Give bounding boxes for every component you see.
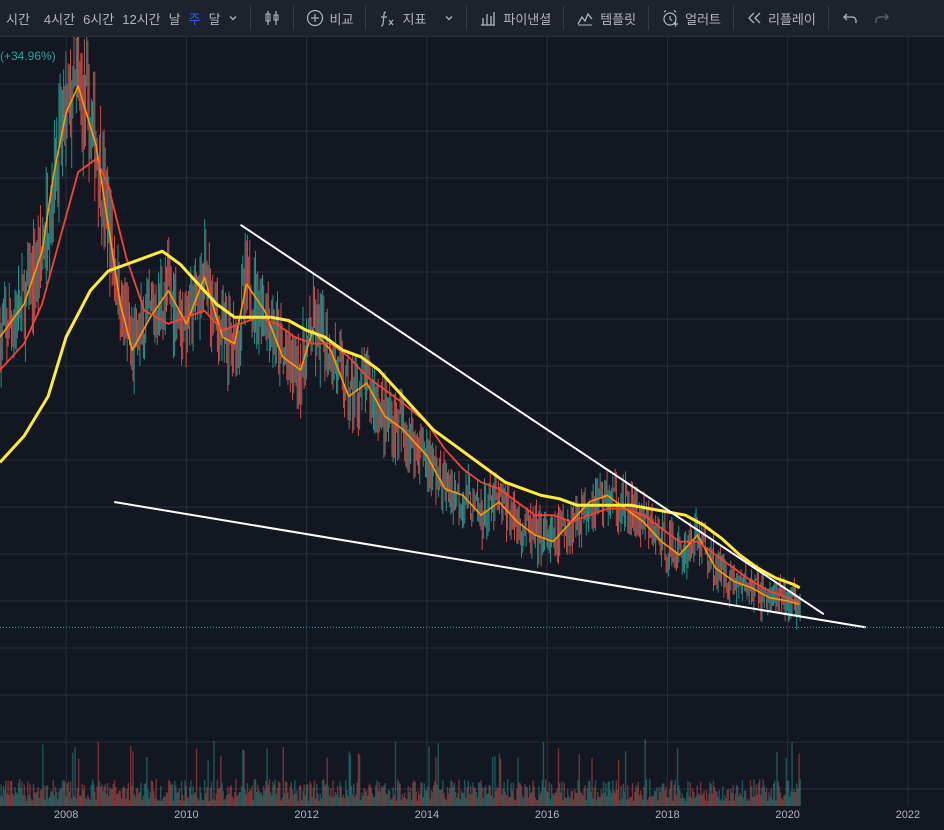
interval-1h[interactable]: 시간 — [6, 11, 30, 27]
toolbar-divider — [466, 6, 468, 30]
indicators-dropdown-button[interactable] — [441, 13, 457, 23]
undo-icon — [842, 13, 857, 23]
price-change-label: (+34.96%) — [0, 49, 56, 63]
chart-type-button[interactable] — [260, 9, 284, 27]
x-axis-tick-label: 2022 — [896, 809, 920, 821]
pine-editor-button[interactable]: 파이낸셜 — [476, 9, 554, 28]
templates-icon — [577, 12, 593, 26]
interval-dropdown-button[interactable] — [225, 13, 241, 23]
trendline-upper[interactable] — [239, 223, 825, 616]
chevron-down-icon — [229, 16, 236, 21]
x-axis-tick-label: 2010 — [174, 809, 198, 821]
redo-icon — [875, 13, 889, 23]
indicators-label: 지표 — [402, 11, 427, 27]
interval-month[interactable]: 달 — [208, 11, 221, 27]
fx-icon — [381, 11, 394, 27]
alert-label: 얼러트 — [685, 11, 721, 27]
toolbar-divider — [292, 6, 294, 30]
x-axis-tick-label: 2016 — [535, 809, 559, 821]
interval-day[interactable]: 날 — [168, 11, 181, 27]
compare-label: 비교 — [329, 11, 354, 27]
toolbar-divider — [563, 6, 565, 30]
toolbar-divider — [733, 6, 734, 30]
templates-label: 템플릿 — [600, 11, 637, 27]
interval-4h[interactable]: 4시간 — [43, 11, 76, 27]
toolbar: 시간 4시간 6시간 12시간 날 주 달 비교 지표 파이낸셜 템플릿 얼러트… — [0, 0, 944, 37]
ma-slow-line — [0, 249, 801, 590]
chevron-down-icon — [445, 16, 453, 21]
toolbar-divider — [249, 6, 251, 30]
rewind-icon — [748, 12, 761, 24]
undo-button[interactable] — [838, 9, 862, 27]
price-chart[interactable]: 2008 2010 2012 2014 2016 2018 2020 2022 — [0, 37, 944, 830]
bar-chart-icon — [481, 12, 496, 26]
x-axis-tick-label: 2008 — [54, 809, 78, 821]
x-axis-tick-label: 2020 — [775, 809, 799, 821]
ma-fast-line — [0, 85, 800, 606]
interval-12h[interactable]: 12시간 — [122, 11, 161, 27]
replay-label: 리플레이 — [768, 11, 816, 27]
pine-editor-label: 파이낸셜 — [503, 11, 552, 27]
x-axis-tick-label: 2014 — [415, 809, 439, 821]
x-axis-tick-label: 2012 — [294, 809, 318, 821]
redo-button[interactable] — [870, 9, 894, 27]
trendline-lower[interactable] — [114, 501, 866, 629]
alarm-icon — [663, 10, 679, 27]
alert-button[interactable]: 얼러트 — [658, 9, 724, 28]
templates-button[interactable]: 템플릿 — [573, 9, 639, 28]
ma-mid-line — [0, 157, 801, 604]
plus-circle-icon — [306, 9, 323, 27]
toolbar-divider — [827, 6, 829, 30]
replay-button[interactable]: 리플레이 — [743, 9, 819, 28]
candles-icon — [265, 11, 279, 25]
indicators-button[interactable]: 지표 — [375, 9, 429, 28]
compare-button[interactable]: 비교 — [303, 9, 357, 28]
interval-week[interactable]: 주 — [188, 11, 201, 27]
x-axis-tick-label: 2018 — [655, 809, 679, 821]
toolbar-divider — [648, 6, 650, 30]
toolbar-divider — [365, 6, 367, 30]
interval-6h[interactable]: 6시간 — [83, 11, 115, 27]
